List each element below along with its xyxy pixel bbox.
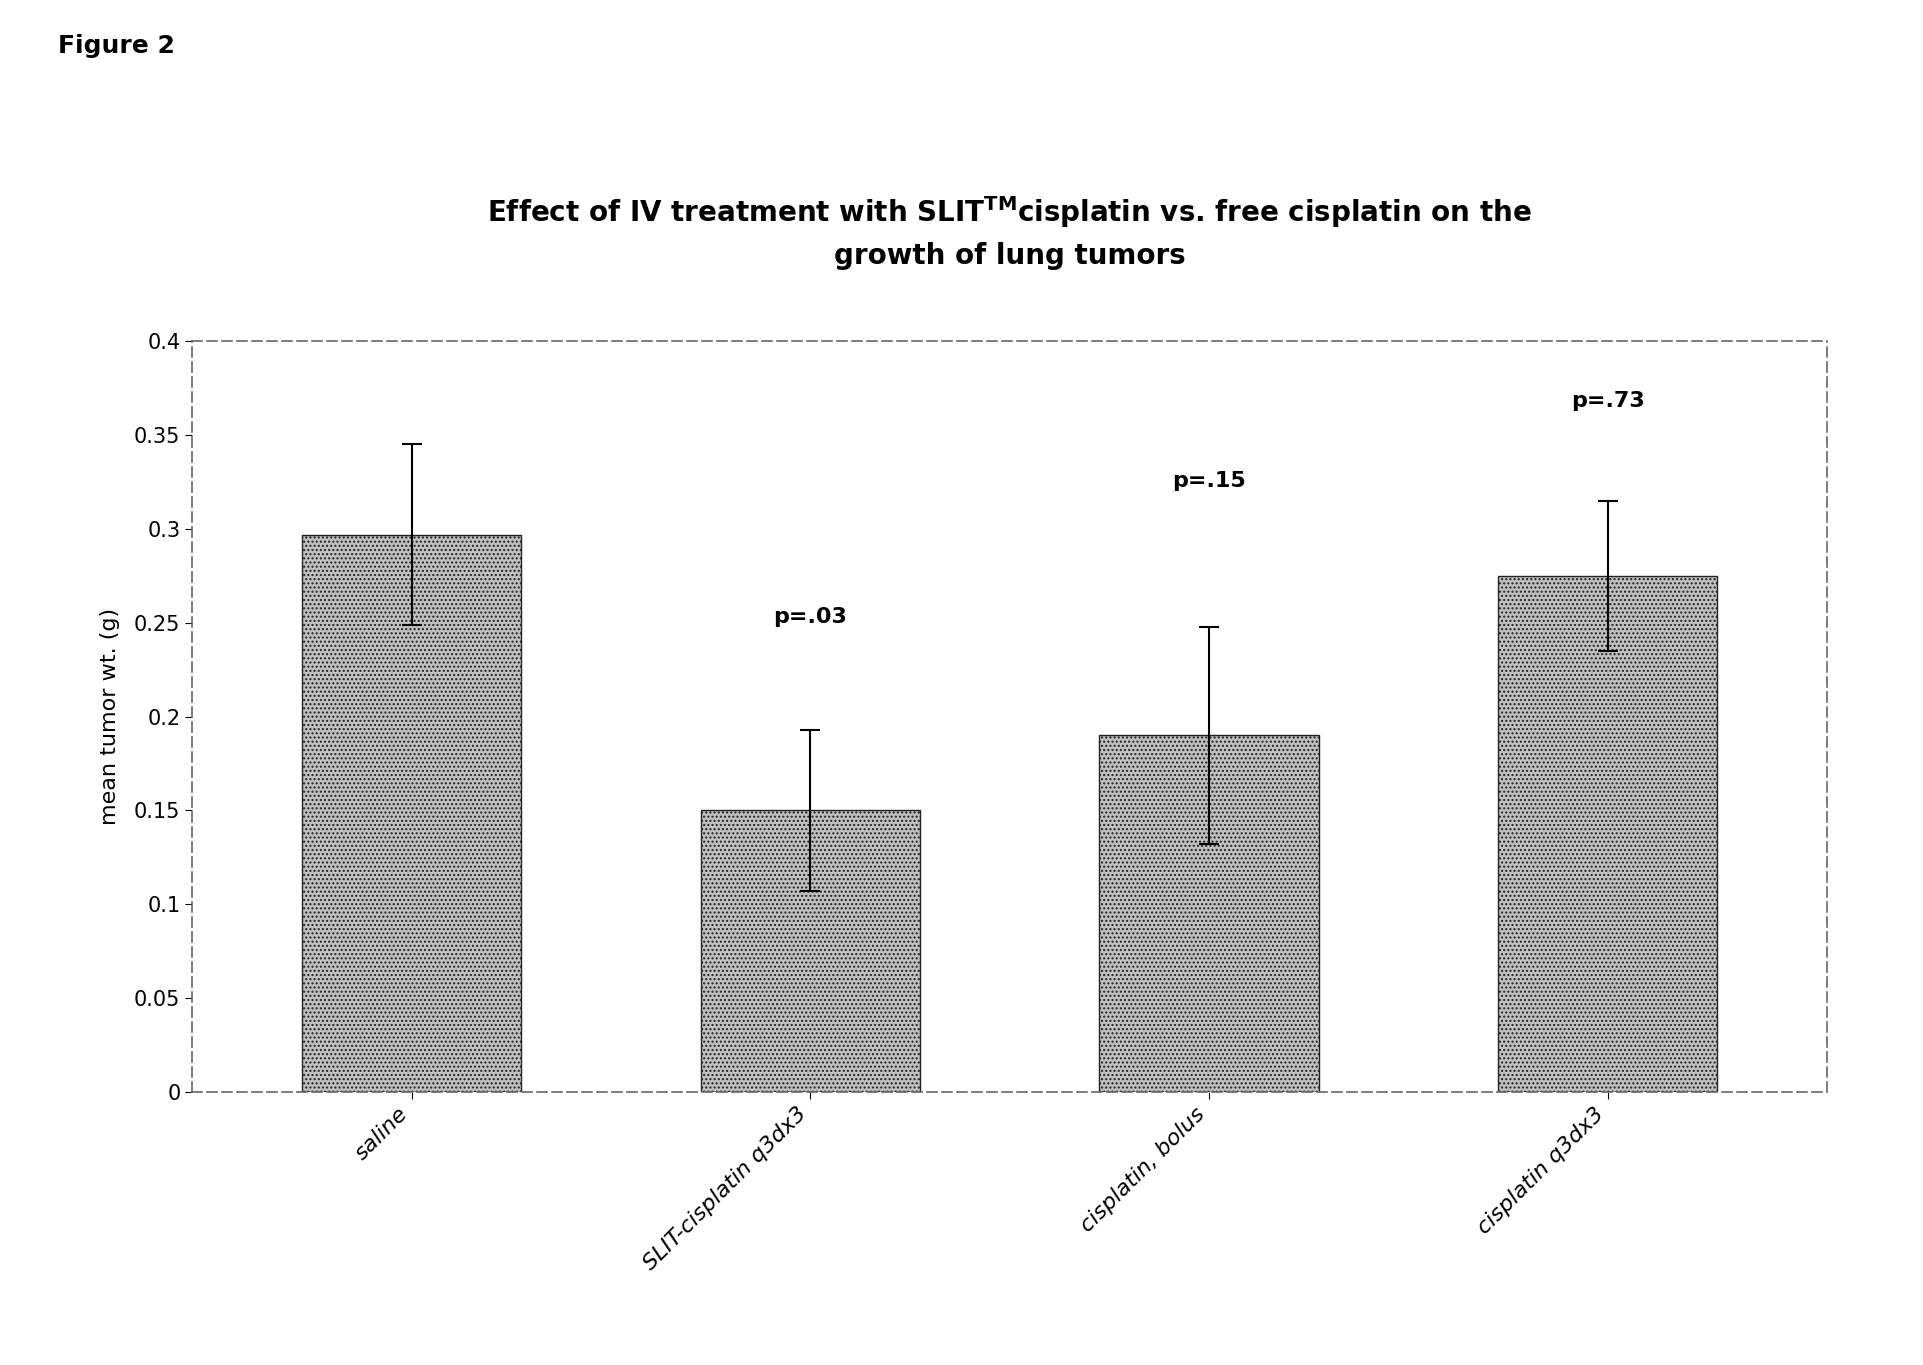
- Bar: [1498, 576, 1717, 1092]
- Text: Effect of IV treatment with SLIT$^\mathregular{TM}$cisplatin vs. free cisplatin : Effect of IV treatment with SLIT$^\mathr…: [487, 195, 1533, 269]
- Bar: [1100, 736, 1319, 1092]
- Text: p=.15: p=.15: [1171, 471, 1246, 491]
- Bar: [302, 535, 521, 1092]
- Text: Figure 2: Figure 2: [58, 34, 175, 59]
- Bar: [700, 811, 919, 1092]
- Text: p=.03: p=.03: [773, 606, 848, 627]
- Y-axis label: mean tumor wt. (g): mean tumor wt. (g): [100, 607, 121, 826]
- Text: p=.73: p=.73: [1571, 390, 1644, 411]
